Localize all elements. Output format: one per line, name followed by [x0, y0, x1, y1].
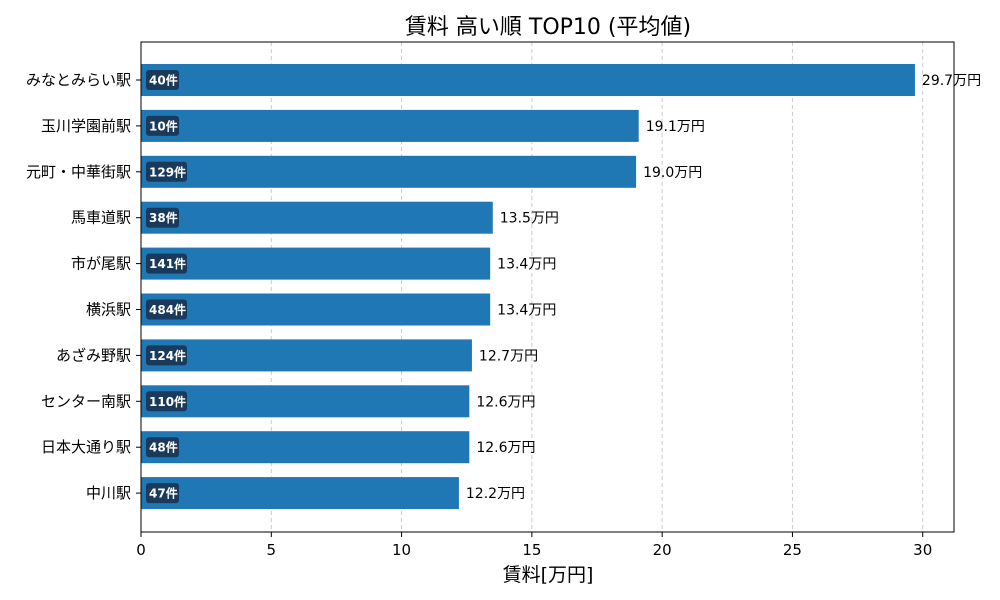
- bar: [141, 201, 493, 234]
- bar: [141, 385, 470, 418]
- bar: [141, 109, 639, 142]
- count-badge: [146, 483, 179, 504]
- bar: [141, 64, 915, 96]
- value-label: 13.5万円: [500, 211, 559, 227]
- count-badge: [146, 207, 179, 228]
- chart-title: 賃料 高い順 TOP10 (平均値): [405, 15, 691, 40]
- bar: [141, 155, 637, 188]
- x-tick-label: 0: [136, 541, 146, 559]
- count-label: 141件: [149, 256, 186, 271]
- x-tick-label: 30: [913, 541, 932, 559]
- value-label: 12.7万円: [479, 348, 538, 364]
- count-label: 10件: [149, 118, 178, 133]
- value-label: 13.4万円: [497, 257, 556, 273]
- count-badge: [146, 437, 179, 458]
- y-tick-label: みなとみらい駅: [26, 71, 131, 89]
- bars: 40件 29.7万円 10件 19.1万円 129件 19.0万円 38件 13.5万円 141…: [141, 64, 981, 510]
- y-tick-label: 玉川学園前駅: [41, 117, 131, 135]
- value-label: 12.2万円: [466, 486, 525, 502]
- bar: [141, 339, 472, 372]
- y-tick-label: 元町・中華街駅: [26, 163, 131, 181]
- count-badge: [146, 161, 187, 182]
- bar: [141, 247, 491, 280]
- x-axis: 0 5 10 15 20 25 30: [136, 532, 932, 559]
- y-tick-label: あざみ野駅: [56, 346, 131, 364]
- x-tick-label: 20: [653, 541, 672, 559]
- count-badge: [146, 391, 187, 412]
- value-label: 29.7万円: [922, 73, 981, 89]
- y-axis: みなとみらい駅玉川学園前駅元町・中華街駅馬車道駅市が尾駅横浜駅あざみ野駅センター…: [26, 71, 141, 502]
- x-tick-label: 25: [783, 541, 802, 559]
- count-label: 38件: [149, 210, 178, 225]
- y-tick-label: 横浜駅: [86, 301, 131, 319]
- count-label: 129件: [149, 164, 186, 179]
- count-label: 40件: [149, 73, 178, 88]
- y-tick-label: 中川駅: [86, 484, 131, 502]
- value-label: 19.1万円: [646, 119, 705, 135]
- count-badge: [146, 253, 187, 274]
- x-tick-label: 5: [267, 541, 277, 559]
- y-tick-label: 日本大通り駅: [41, 438, 131, 456]
- value-label: 19.0万円: [643, 165, 702, 181]
- y-tick-label: 市が尾駅: [71, 255, 131, 273]
- count-badge: [146, 299, 187, 320]
- x-axis-label: 賃料[万円]: [503, 564, 594, 586]
- y-tick-label: 馬車道駅: [71, 209, 131, 227]
- count-label: 484件: [149, 302, 186, 317]
- value-label: 12.6万円: [476, 440, 535, 456]
- bar: [141, 431, 470, 464]
- x-tick-label: 15: [522, 541, 541, 559]
- count-badge: [146, 345, 187, 366]
- count-label: 124件: [149, 348, 186, 363]
- bar: [141, 293, 491, 326]
- plot-frame: [140, 41, 955, 533]
- count-badge: [146, 115, 179, 136]
- count-label: 110件: [149, 394, 186, 409]
- value-label: 12.6万円: [476, 394, 535, 410]
- bar: [141, 477, 459, 510]
- count-badge: [146, 70, 179, 90]
- value-label: 13.4万円: [497, 303, 556, 319]
- count-label: 48件: [149, 440, 178, 455]
- x-tick-label: 10: [392, 541, 411, 559]
- count-label: 47件: [149, 486, 178, 501]
- y-tick-label: センター南駅: [41, 392, 131, 410]
